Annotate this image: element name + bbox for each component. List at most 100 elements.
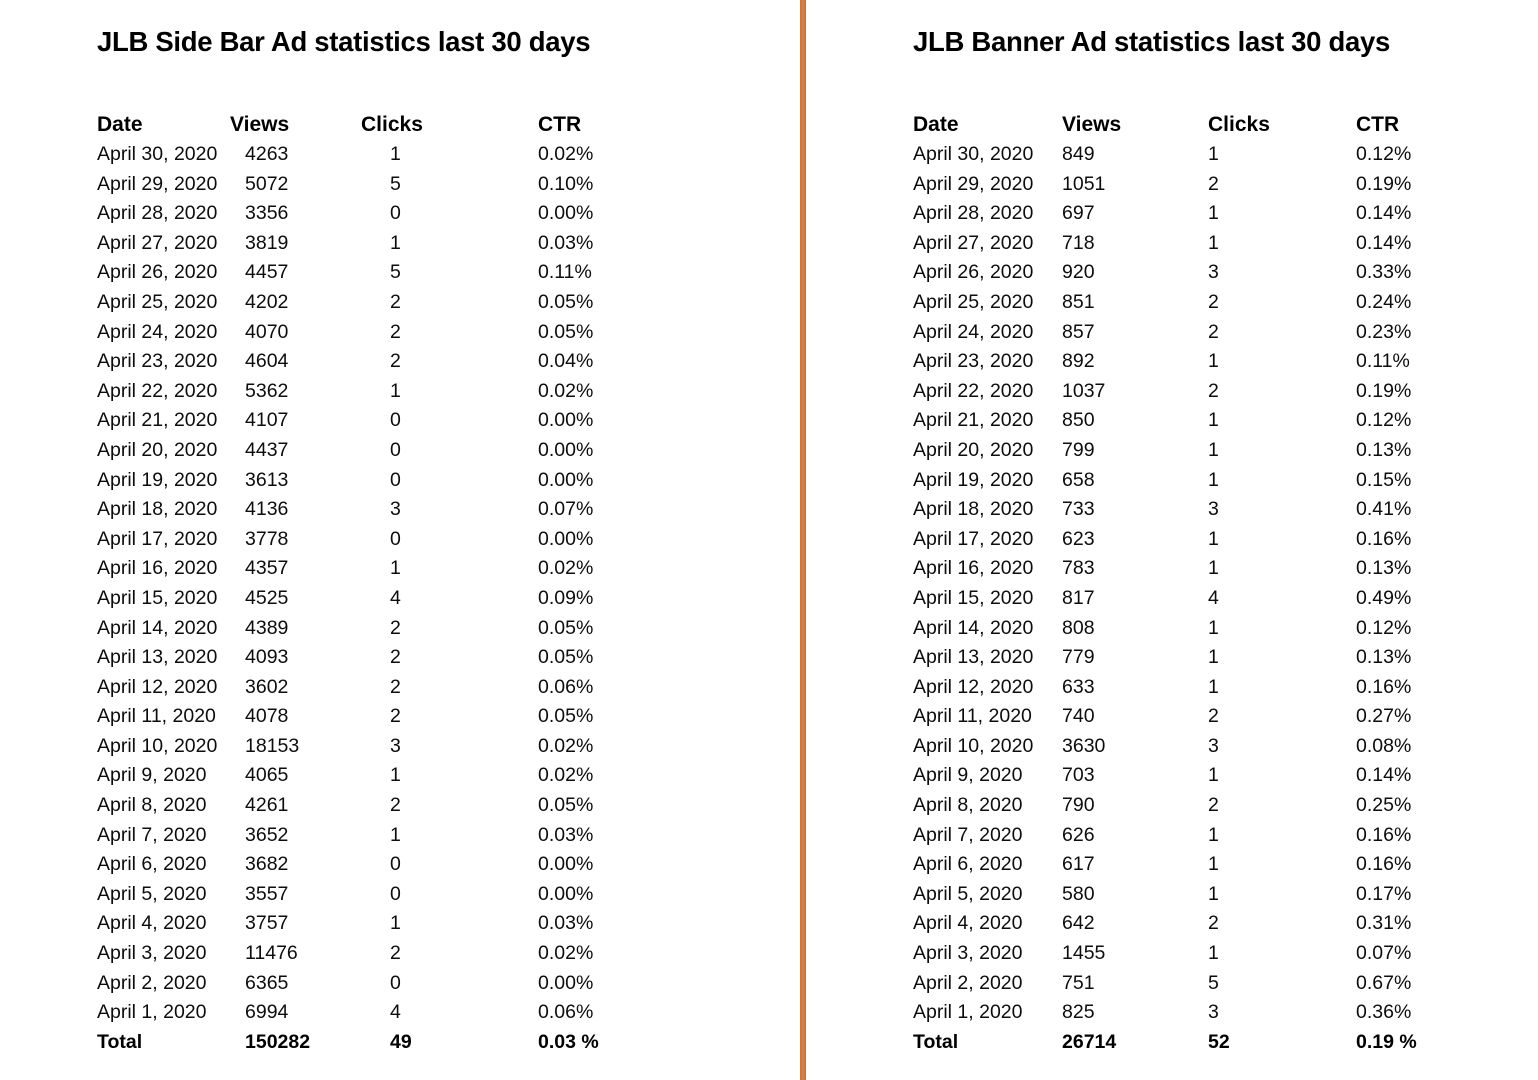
table-row: April 5, 2020 580 1 0.17% [913,880,1493,910]
date-cell: April 25, 2020 [913,290,1034,313]
date-cell: April 6, 2020 [97,853,207,876]
date-cell: April 22, 2020 [97,379,218,402]
views-cell: 4070 [245,320,289,343]
table-row: April 15, 2020 817 4 0.49% [913,584,1493,614]
ctr-cell: 0.13% [1356,438,1412,461]
date-cell: April 1, 2020 [97,1001,207,1024]
date-cell: April 9, 2020 [913,764,1023,787]
ctr-cell: 0.24% [1356,290,1412,313]
table-row: April 19, 2020 658 1 0.15% [913,466,1493,496]
ctr-cell: 0.02% [538,942,594,965]
ctr-cell: 0.08% [1356,734,1412,757]
vertical-divider [800,0,806,1080]
ctr-cell: 0.00% [538,853,594,876]
views-cell: 3613 [245,468,289,491]
date-cell: April 15, 2020 [913,586,1034,609]
table-row: April 17, 2020 623 1 0.16% [913,525,1493,555]
date-cell: April 24, 2020 [97,320,218,343]
views-cell: 5362 [245,379,289,402]
clicks-cell: 1 [1208,823,1219,846]
clicks-cell: 0 [390,468,401,491]
views-cell: 642 [1062,912,1095,935]
clicks-cell: 1 [1208,764,1219,787]
date-cell: April 28, 2020 [97,202,218,225]
clicks-cell: 1 [390,823,401,846]
clicks-cell: 0 [390,438,401,461]
ctr-cell: 0.00% [538,468,594,491]
table-row: April 15, 2020 4525 4 0.09% [97,584,757,614]
views-cell: 4078 [245,705,289,728]
clicks-cell: 1 [1208,438,1219,461]
table-row: April 17, 2020 3778 0 0.00% [97,525,757,555]
table-row: April 9, 2020 4065 1 0.02% [97,761,757,791]
date-cell: April 19, 2020 [913,468,1034,491]
ctr-cell: 0.00% [538,438,594,461]
date-cell: April 30, 2020 [97,143,218,165]
ctr-cell: 0.04% [538,350,594,373]
date-cell: April 9, 2020 [97,764,207,787]
clicks-cell: 1 [1208,646,1219,669]
total-label: Total [97,1030,143,1053]
clicks-cell: 1 [390,379,401,402]
views-cell: 3757 [245,912,289,935]
clicks-cell: 2 [390,290,401,313]
ctr-cell: 0.11% [538,261,592,284]
date-cell: April 15, 2020 [97,586,218,609]
views-cell: 808 [1062,616,1095,639]
views-cell: 1455 [1062,942,1106,965]
date-cell: April 6, 2020 [913,853,1023,876]
views-cell: 4457 [245,261,289,284]
views-cell: 11476 [245,942,298,965]
column-header-clicks: Clicks [1208,113,1270,136]
ctr-cell: 0.41% [1356,498,1412,521]
views-cell: 3630 [1062,734,1106,757]
column-header-views: Views [230,113,290,136]
table-row: April 27, 2020 718 1 0.14% [913,229,1493,259]
table-header-row: Date Views Clicks CTR [913,109,1493,140]
table-row: April 20, 2020 799 1 0.13% [913,436,1493,466]
clicks-cell: 2 [390,705,401,728]
views-cell: 703 [1062,764,1095,787]
table-row: April 14, 2020 4389 2 0.05% [97,614,757,644]
date-cell: April 11, 2020 [97,705,216,728]
views-cell: 697 [1062,202,1095,225]
views-cell: 4202 [245,290,289,313]
views-cell: 4437 [245,438,289,461]
ctr-cell: 0.13% [1356,557,1412,580]
total-ctr: 0.03 % [538,1030,599,1053]
table-row: April 24, 2020 857 2 0.23% [913,318,1493,348]
views-cell: 623 [1062,527,1095,550]
clicks-cell: 2 [390,794,401,817]
clicks-cell: 2 [390,942,401,965]
ctr-cell: 0.23% [1356,320,1412,343]
table-row: April 5, 2020 3557 0 0.00% [97,880,757,910]
table-row: April 10, 2020 3630 3 0.08% [913,732,1493,762]
date-cell: April 30, 2020 [913,143,1034,165]
clicks-cell: 1 [1208,527,1219,550]
date-cell: April 24, 2020 [913,320,1034,343]
ctr-cell: 0.27% [1356,705,1412,728]
table-row: April 2, 2020 751 5 0.67% [913,969,1493,999]
date-cell: April 3, 2020 [913,942,1023,965]
clicks-cell: 3 [1208,1001,1219,1024]
clicks-cell: 1 [1208,468,1219,491]
sidebar-ad-table: Date Views Clicks CTR April 30, 2020 426… [97,109,757,1057]
banner-ad-title: JLB Banner Ad statistics last 30 days [913,26,1390,57]
views-cell: 3682 [245,853,289,876]
ctr-cell: 0.12% [1356,409,1412,432]
date-cell: April 2, 2020 [97,971,207,994]
ctr-cell: 0.02% [538,557,594,580]
table-row: April 3, 2020 1455 1 0.07% [913,939,1493,969]
column-header-views: Views [1062,113,1122,136]
date-cell: April 26, 2020 [97,261,218,284]
table-row: April 30, 2020 4263 1 0.02% [97,140,757,170]
table-row: April 28, 2020 697 1 0.14% [913,199,1493,229]
clicks-cell: 1 [1208,557,1219,580]
clicks-cell: 2 [390,350,401,373]
table-row: April 13, 2020 4093 2 0.05% [97,643,757,673]
table-row: April 7, 2020 626 1 0.16% [913,821,1493,851]
clicks-cell: 4 [390,1001,401,1024]
clicks-cell: 1 [390,231,401,254]
date-cell: April 20, 2020 [913,438,1034,461]
